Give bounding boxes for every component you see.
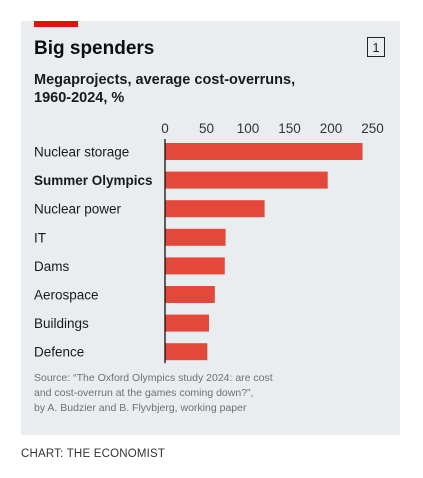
x-tick-label: 250 <box>361 121 384 136</box>
chart-number-badge: 1 <box>367 37 385 57</box>
x-tick-label: 100 <box>237 121 260 136</box>
category-label: Buildings <box>34 316 89 331</box>
source-note: Source: “The Oxford Olympics study 2024:… <box>34 371 379 416</box>
source-line: Source: “The Oxford Olympics study 2024:… <box>34 372 273 384</box>
source-line: by A. Budzier and B. Flyvbjerg, working … <box>34 402 247 414</box>
bar <box>165 143 363 160</box>
chart-subtitle: Megaprojects, average cost-overruns, 196… <box>34 71 374 107</box>
category-label: Dams <box>34 259 70 274</box>
bar <box>165 171 328 189</box>
chart-title: Big spenders <box>34 38 155 59</box>
bar <box>165 228 226 246</box>
category-label: Summer Olympics <box>34 173 153 188</box>
bar-chart-plot: 0 50 100 150 200 250 Nuclear storage Summer Oly… <box>34 121 384 364</box>
category-label: Defence <box>34 345 84 360</box>
category-label: Aerospace <box>34 288 99 303</box>
x-tick-label: 50 <box>199 121 214 136</box>
economist-red-tag <box>34 21 78 27</box>
category-label: Nuclear power <box>34 202 122 217</box>
source-line: and cost-overrun at the games coming dow… <box>34 387 254 399</box>
bar <box>165 314 209 332</box>
bar <box>165 286 215 303</box>
x-tick-label: 200 <box>320 121 343 136</box>
bar <box>165 343 208 361</box>
bar <box>165 200 265 218</box>
chart-card: Big spenders 1 Megaprojects, average cos… <box>21 21 400 435</box>
category-label: IT <box>34 230 46 245</box>
chart-credit: CHART: THE ECONOMIST <box>21 448 166 460</box>
subtitle-line: 1960-2024, % <box>34 90 125 106</box>
x-tick-label: 0 <box>161 121 169 136</box>
category-label: Nuclear storage <box>34 145 129 160</box>
x-tick-label: 150 <box>278 121 301 136</box>
bar <box>165 257 225 275</box>
subtitle-line: Megaprojects, average cost-overruns, <box>34 72 296 88</box>
